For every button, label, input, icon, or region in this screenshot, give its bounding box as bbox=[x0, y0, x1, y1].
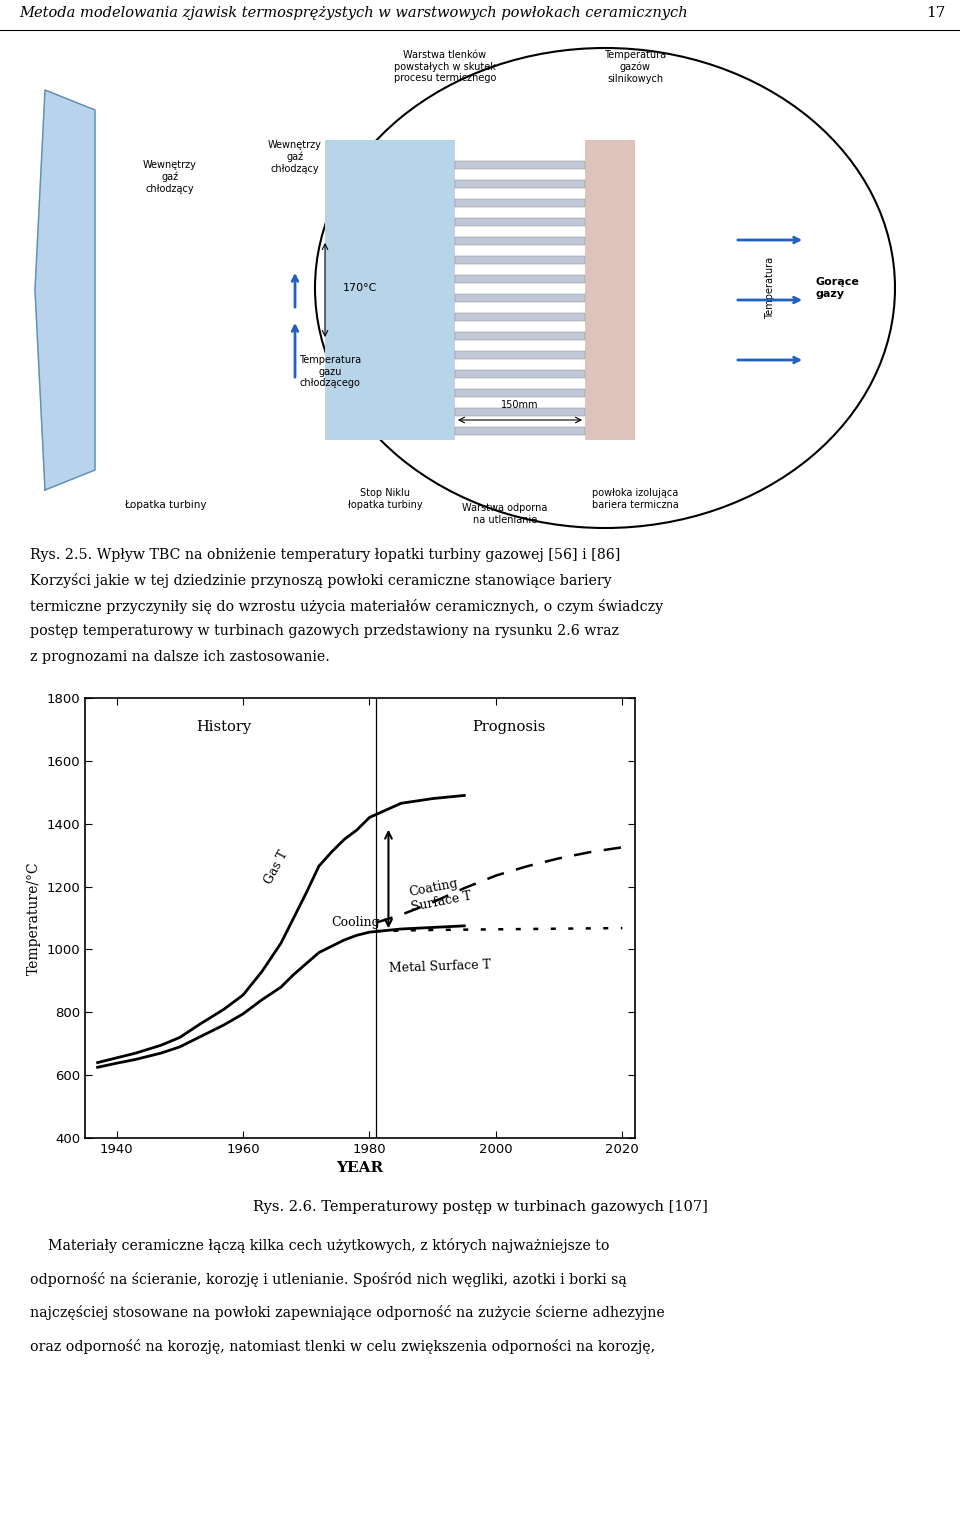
Bar bbox=[455, 313, 585, 321]
Text: Stop Niklu
łopatka turbiny: Stop Niklu łopatka turbiny bbox=[348, 489, 422, 510]
Text: 150mm: 150mm bbox=[501, 399, 539, 410]
Text: odporność na ścieranie, korozję i utlenianie. Spośród nich węgliki, azotki i bor: odporność na ścieranie, korozję i utleni… bbox=[30, 1272, 627, 1286]
Text: Coating
Surface T: Coating Surface T bbox=[407, 875, 473, 914]
Text: Rys. 2.6. Temperaturowy postęp w turbinach gazowych [107]: Rys. 2.6. Temperaturowy postęp w turbina… bbox=[252, 1200, 708, 1213]
Text: Warstwa tlenków
powstałych w skutek
procesu termicznego: Warstwa tlenków powstałych w skutek proc… bbox=[394, 50, 496, 83]
Bar bbox=[455, 180, 585, 188]
Bar bbox=[455, 389, 585, 396]
Bar bbox=[325, 141, 455, 440]
Bar bbox=[455, 351, 585, 359]
Text: Metoda modelowania zjawisk termosprężystych w warstwowych powłokach ceramicznych: Metoda modelowania zjawisk termosprężyst… bbox=[19, 6, 687, 20]
Text: Temperatura: Temperatura bbox=[765, 257, 775, 319]
Text: powłoka izolująca
bariera termiczna: powłoka izolująca bariera termiczna bbox=[591, 489, 679, 510]
Text: najczęściej stosowane na powłoki zapewniające odporność na zużycie ścierne adhez: najczęściej stosowane na powłoki zapewni… bbox=[30, 1306, 664, 1321]
Polygon shape bbox=[35, 89, 95, 490]
Text: Korzyści jakie w tej dziedzinie przynoszą powłoki ceramiczne stanowiące bariery: Korzyści jakie w tej dziedzinie przynosz… bbox=[30, 573, 612, 589]
Text: Cooling: Cooling bbox=[331, 917, 380, 929]
Text: z prognozami na dalsze ich zastosowanie.: z prognozami na dalsze ich zastosowanie. bbox=[30, 649, 330, 664]
Bar bbox=[455, 371, 585, 378]
Text: Temperatura
gazu
chłodzącego: Temperatura gazu chłodzącego bbox=[299, 356, 361, 389]
Text: History: History bbox=[197, 720, 252, 734]
Bar bbox=[455, 331, 585, 340]
Bar bbox=[455, 160, 585, 169]
Bar bbox=[585, 141, 635, 440]
Text: 170°C: 170°C bbox=[343, 283, 377, 294]
Text: Rys. 2.5. Wpływ TBC na obniżenie temperatury łopatki turbiny gazowej [56] i [86]: Rys. 2.5. Wpływ TBC na obniżenie tempera… bbox=[30, 548, 620, 561]
Text: Metal Surface T: Metal Surface T bbox=[389, 958, 491, 974]
Bar bbox=[455, 294, 585, 303]
Bar bbox=[455, 275, 585, 283]
Text: oraz odporność na korozję, natomiast tlenki w celu zwiększenia odporności na kor: oraz odporność na korozję, natomiast tle… bbox=[30, 1339, 655, 1354]
Text: 17: 17 bbox=[926, 6, 946, 20]
Text: Gorące
gazy: Gorące gazy bbox=[815, 277, 859, 298]
Text: Temperatura
gazów
silnikowych: Temperatura gazów silnikowych bbox=[604, 50, 666, 83]
Bar bbox=[455, 218, 585, 225]
Text: Łopatka turbiny: Łopatka turbiny bbox=[124, 499, 206, 510]
Text: termiczne przyczyniły się do wzrostu użycia materiałów ceramicznych, o czym świa: termiczne przyczyniły się do wzrostu uży… bbox=[30, 599, 663, 614]
Bar bbox=[455, 256, 585, 263]
Text: Wewnętrzy
gaź
chłodzący: Wewnętrzy gaź chłodzący bbox=[268, 141, 322, 174]
Text: Warstwa odporna
na utlenianie: Warstwa odporna na utlenianie bbox=[463, 504, 548, 525]
Text: postęp temperaturowy w turbinach gazowych przedstawiony na rysunku 2.6 wraz: postęp temperaturowy w turbinach gazowyc… bbox=[30, 625, 619, 638]
Text: Wewnętrzy
gaź
chłodzący: Wewnętrzy gaź chłodzący bbox=[143, 160, 197, 194]
Bar bbox=[455, 200, 585, 207]
Bar bbox=[455, 427, 585, 436]
Text: Materiały ceramiczne łączą kilka cech użytkowych, z których najważniejsze to: Materiały ceramiczne łączą kilka cech uż… bbox=[30, 1238, 610, 1253]
Bar bbox=[455, 409, 585, 416]
Y-axis label: Temperature/°C: Temperature/°C bbox=[27, 861, 41, 974]
Text: Prognosis: Prognosis bbox=[472, 720, 545, 734]
X-axis label: YEAR: YEAR bbox=[336, 1162, 384, 1176]
Bar bbox=[455, 238, 585, 245]
Text: Gas T: Gas T bbox=[262, 849, 291, 887]
